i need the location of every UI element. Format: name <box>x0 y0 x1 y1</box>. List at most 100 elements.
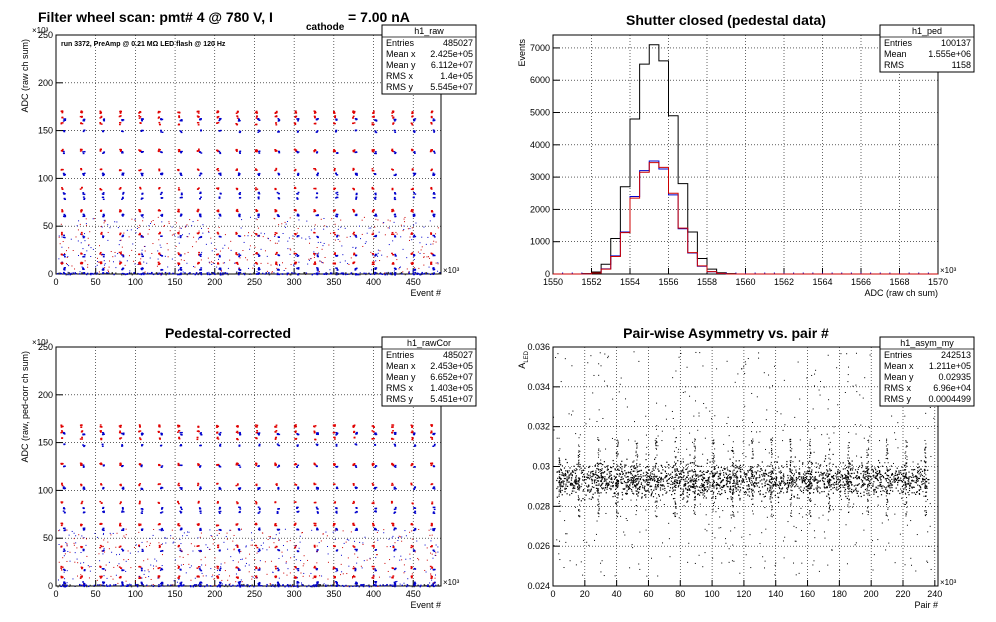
scatter-fill-point <box>189 567 191 569</box>
scatter-fill-point <box>213 262 215 264</box>
scatter-fill-point <box>176 581 178 583</box>
point-series-1 <box>238 131 241 133</box>
point-series-1 <box>413 254 416 256</box>
scatter-fill-point <box>389 559 391 561</box>
point-series-0 <box>352 150 355 153</box>
point-series-1 <box>180 120 183 122</box>
baseline-point <box>208 273 211 276</box>
scatter-fill-point <box>74 561 76 563</box>
point-series-0 <box>159 483 162 485</box>
scatter-fill-point <box>156 560 158 562</box>
baseline-point <box>90 273 92 275</box>
point-series-1 <box>199 508 202 510</box>
point-series-0 <box>313 210 316 213</box>
point-series-0 <box>430 233 433 235</box>
scatter-fill-point <box>349 236 351 238</box>
point-series-0 <box>430 522 433 525</box>
baseline-point <box>342 272 345 274</box>
point-series-0 <box>138 262 140 264</box>
point-series-1 <box>433 486 436 488</box>
point-series-1 <box>316 151 319 153</box>
baseline-point <box>158 585 161 587</box>
scatter-fill-point <box>245 562 247 564</box>
point-series-1 <box>277 214 280 216</box>
scatter-fill-point <box>279 264 281 266</box>
point-series-0 <box>352 111 354 113</box>
scatter-fill-point <box>306 220 308 222</box>
point-series-1 <box>160 508 163 510</box>
point-series-1 <box>180 581 183 584</box>
baseline-point <box>427 584 429 587</box>
point-series-0 <box>80 462 83 465</box>
point-series-1 <box>258 527 261 529</box>
chart-ped: 1550 1552 1554 1556 1558 1560 1562 1564 1566 1568… <box>517 12 975 298</box>
scatter-fill-point <box>290 249 292 251</box>
scatter-fill-point <box>88 577 90 579</box>
scatter-fill-point <box>78 534 80 536</box>
data-marks <box>553 351 935 577</box>
scatter-fill-point <box>193 236 195 238</box>
point-series-0 <box>293 122 296 124</box>
scatter-fill-point <box>143 573 145 575</box>
scatter-fill-point <box>342 547 344 549</box>
point-series-0 <box>157 483 160 485</box>
point-series-0 <box>430 116 433 119</box>
scatter-fill-point <box>423 226 425 228</box>
scatter-fill-point <box>102 534 104 536</box>
point-series-1 <box>413 511 416 514</box>
point-series-0 <box>373 149 375 151</box>
stats-row-value: 6.112e+07 <box>431 60 473 70</box>
point-series-1 <box>356 548 358 551</box>
baseline-point <box>421 271 423 274</box>
point-series-0 <box>236 567 239 569</box>
point-series-0 <box>371 233 374 235</box>
point-series-0 <box>178 524 181 527</box>
point-series-0 <box>430 232 433 235</box>
point-series-1 <box>82 130 85 133</box>
point-series-0 <box>410 253 413 255</box>
point-series-1 <box>83 198 86 201</box>
y-tick-label: 0.024 <box>527 581 550 591</box>
point-series-1 <box>63 253 66 256</box>
point-series-1 <box>316 236 319 238</box>
point-series-1 <box>258 268 261 271</box>
point-series-0 <box>391 576 394 579</box>
point-series-0 <box>138 524 141 527</box>
point-series-1 <box>140 528 143 531</box>
scatter-fill-point <box>87 565 89 567</box>
baseline-point <box>341 272 343 274</box>
point-series-1 <box>200 236 203 238</box>
point-series-1 <box>354 529 357 531</box>
scatter-fill-point <box>199 536 201 538</box>
point-series-1 <box>297 118 300 120</box>
scatter-fill-point <box>309 238 311 240</box>
point-series-0 <box>61 168 64 171</box>
point-series-0 <box>236 546 239 548</box>
point-series-1 <box>121 432 123 435</box>
baseline-point <box>385 272 387 274</box>
point-series-1 <box>62 527 65 530</box>
scatter-fill-point <box>258 568 260 570</box>
point-series-1 <box>141 548 144 551</box>
scatter-fill-point <box>187 554 189 556</box>
point-series-0 <box>314 483 317 485</box>
point-series-0 <box>255 567 257 570</box>
baseline-point <box>330 273 332 275</box>
point-series-1 <box>432 273 435 276</box>
point-series-1 <box>356 487 358 489</box>
scatter-fill-point <box>137 263 139 265</box>
scatter-fill-point <box>395 231 397 233</box>
scatter-fill-point <box>205 564 207 566</box>
point-series-0 <box>99 117 102 119</box>
scatter-fill-point <box>437 546 439 548</box>
scatter-fill-point <box>185 225 187 227</box>
baseline-point <box>287 272 290 274</box>
point-series-1 <box>393 512 396 514</box>
scatter-fill-point <box>103 260 105 262</box>
scatter-fill-point <box>232 560 234 562</box>
scatter-fill-point <box>151 584 153 586</box>
point-series-1 <box>433 119 436 121</box>
point-series-1 <box>335 267 337 269</box>
scatter-fill-point <box>116 554 118 556</box>
baseline-point <box>340 272 343 274</box>
